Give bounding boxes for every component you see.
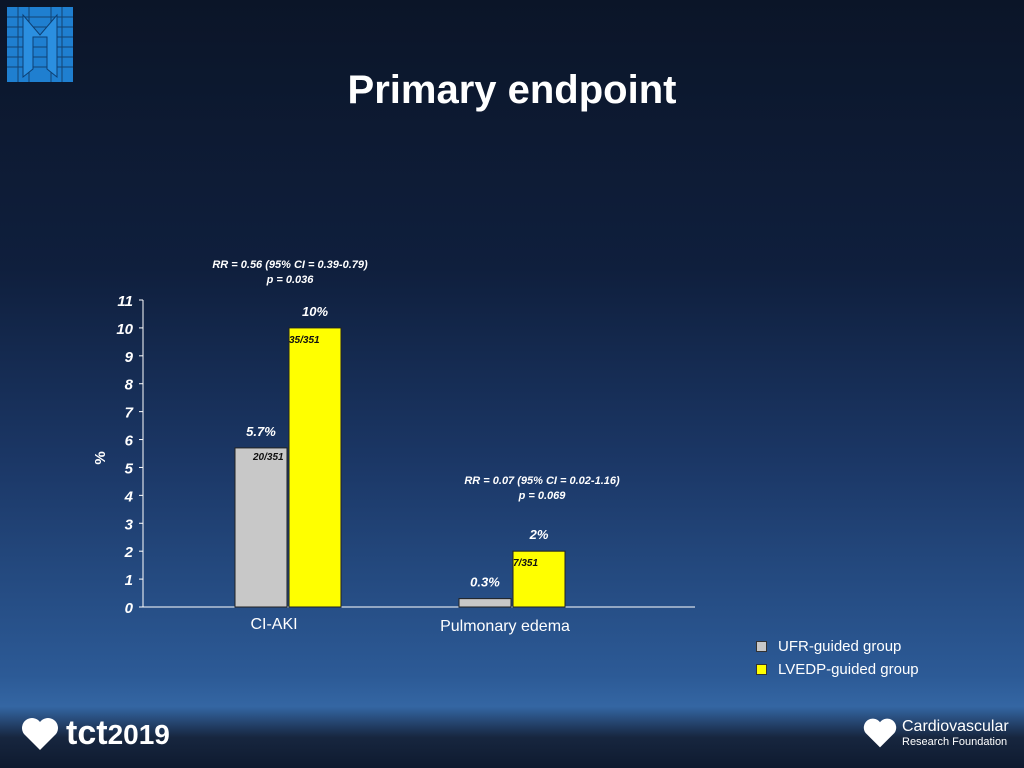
- bar-ufr: [458, 598, 512, 608]
- category-label: Pulmonary edema: [440, 618, 570, 635]
- page-title: Primary endpoint: [347, 68, 677, 112]
- bar-lvedp: [288, 327, 342, 608]
- count-label: 7/351: [513, 558, 538, 569]
- legend-swatch-lvedp: [756, 664, 767, 675]
- y-tick-label: 0: [125, 600, 134, 617]
- count-label: 35/351: [289, 335, 320, 346]
- y-tick-label: 7: [125, 405, 134, 422]
- y-axis-label: %: [92, 451, 109, 464]
- legend-label-lvedp: LVEDP-guided group: [778, 661, 919, 678]
- count-label: 20/351: [252, 452, 284, 463]
- legend-item-lvedp: LVEDP-guided group: [756, 661, 919, 678]
- y-tick-label: 5: [125, 460, 134, 477]
- p-value-annotation: p = 0.069: [518, 490, 567, 502]
- institution-logo: [7, 7, 73, 82]
- y-tick-label: 11: [117, 293, 133, 310]
- y-tick-label: 4: [124, 488, 134, 505]
- p-value-annotation: p = 0.036: [266, 274, 315, 286]
- crf-line1: Cardiovascular: [902, 718, 1009, 736]
- category-label: CI-AKI: [250, 616, 297, 633]
- data-label: 10%: [302, 304, 328, 319]
- heart-icon: [863, 718, 897, 748]
- bar-lvedp: [512, 550, 566, 608]
- legend-label-ufr: UFR-guided group: [778, 638, 902, 655]
- rr-annotation: RR = 0.56 (95% CI = 0.39-0.79): [212, 259, 368, 271]
- crf-line2: Research Foundation: [902, 735, 1008, 748]
- y-tick-label: 9: [125, 349, 134, 366]
- tct-logo: tct2019: [20, 714, 170, 753]
- legend-swatch-ufr: [756, 641, 767, 652]
- rr-annotation: RR = 0.07 (95% CI = 0.02-1.16): [464, 475, 620, 487]
- bar-ufr: [234, 447, 288, 608]
- y-tick-label: 10: [116, 321, 133, 338]
- data-label: 5.7%: [246, 424, 276, 439]
- crf-logo: Cardiovascular Research Foundation: [862, 716, 1009, 750]
- y-tick-label: 1: [125, 572, 133, 589]
- data-label: 2%: [529, 527, 549, 542]
- y-tick-label: 6: [125, 433, 134, 450]
- y-tick-label: 8: [125, 377, 134, 394]
- y-tick-label: 3: [125, 516, 134, 533]
- y-tick-label: 2: [124, 544, 134, 561]
- heart-icon: [22, 717, 58, 750]
- legend-item-ufr: UFR-guided group: [756, 638, 901, 655]
- data-label: 0.3%: [470, 575, 500, 590]
